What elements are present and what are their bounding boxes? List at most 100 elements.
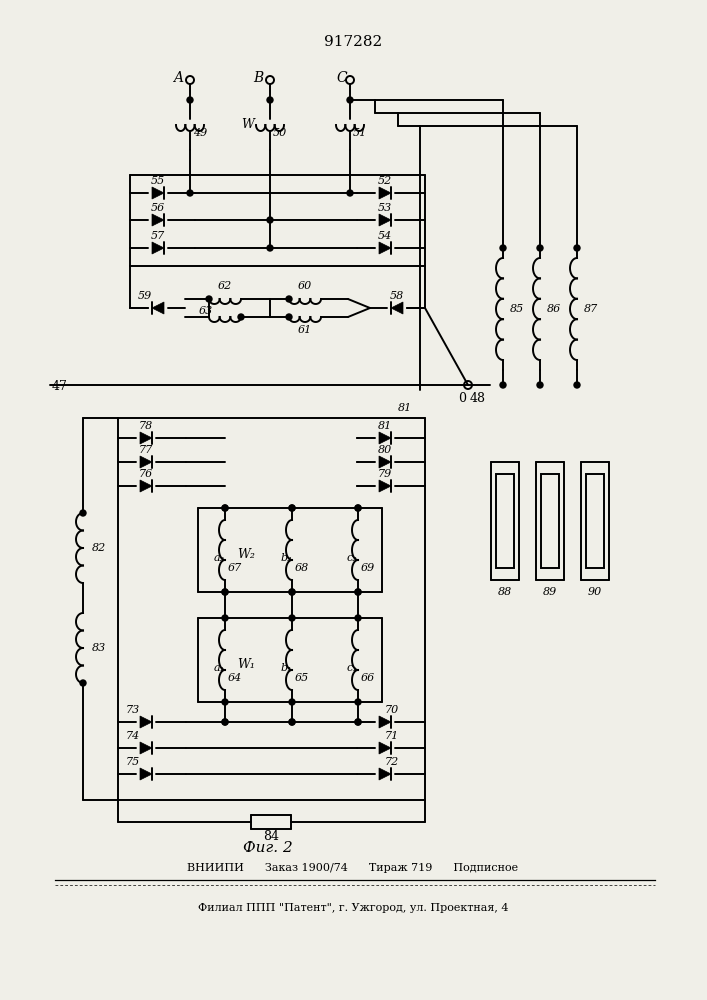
Text: 65: 65	[295, 673, 309, 683]
Text: 62: 62	[218, 281, 232, 291]
Polygon shape	[379, 768, 391, 780]
Text: 76: 76	[139, 469, 153, 479]
Circle shape	[222, 615, 228, 621]
Circle shape	[574, 245, 580, 251]
Polygon shape	[379, 242, 391, 254]
Text: 89: 89	[543, 587, 557, 597]
Text: 82: 82	[92, 543, 106, 553]
Text: 71: 71	[385, 731, 399, 741]
Text: c₁: c₁	[346, 663, 357, 673]
Text: W₂: W₂	[237, 548, 255, 562]
Text: Филиал ППП "Патент", г. Ужгород, ул. Проектная, 4: Филиал ППП "Патент", г. Ужгород, ул. Про…	[198, 903, 508, 913]
Text: 78: 78	[139, 421, 153, 431]
Text: 86: 86	[547, 304, 561, 314]
Circle shape	[238, 314, 244, 320]
Text: a₂: a₂	[214, 553, 225, 563]
Text: 57: 57	[151, 231, 165, 241]
Circle shape	[206, 296, 212, 302]
Text: 80: 80	[378, 445, 392, 455]
Circle shape	[289, 719, 295, 725]
Polygon shape	[586, 474, 604, 568]
Text: 64: 64	[228, 673, 242, 683]
Circle shape	[222, 719, 228, 725]
Text: C: C	[337, 71, 347, 85]
Text: 55: 55	[151, 176, 165, 186]
Circle shape	[222, 505, 228, 511]
Text: 53: 53	[378, 203, 392, 213]
Text: A: A	[173, 71, 183, 85]
Polygon shape	[496, 474, 514, 568]
Text: b₁: b₁	[280, 663, 292, 673]
Polygon shape	[152, 242, 164, 254]
Text: 58: 58	[390, 291, 404, 301]
Text: 51: 51	[353, 128, 367, 138]
Text: 60: 60	[298, 281, 312, 291]
Circle shape	[267, 97, 273, 103]
Text: 917282: 917282	[324, 35, 382, 49]
Text: 66: 66	[361, 673, 375, 683]
Circle shape	[187, 190, 193, 196]
Text: c₂: c₂	[346, 553, 357, 563]
Text: 52: 52	[378, 176, 392, 186]
Circle shape	[222, 699, 228, 705]
Polygon shape	[140, 456, 152, 468]
Circle shape	[222, 719, 228, 725]
Circle shape	[355, 719, 361, 725]
Text: 50: 50	[273, 128, 287, 138]
Text: 84: 84	[263, 830, 279, 844]
Circle shape	[537, 245, 543, 251]
Polygon shape	[379, 716, 391, 728]
Circle shape	[222, 589, 228, 595]
Circle shape	[355, 505, 361, 511]
Circle shape	[187, 97, 193, 103]
Text: 72: 72	[385, 757, 399, 767]
Circle shape	[537, 382, 543, 388]
Circle shape	[289, 719, 295, 725]
Polygon shape	[541, 474, 559, 568]
Polygon shape	[379, 432, 391, 444]
Circle shape	[289, 699, 295, 705]
Circle shape	[355, 699, 361, 705]
Text: ВНИИПИ      Заказ 1900/74      Тираж 719      Подписное: ВНИИПИ Заказ 1900/74 Тираж 719 Подписное	[187, 863, 518, 873]
Circle shape	[222, 589, 228, 595]
Circle shape	[289, 589, 295, 595]
Polygon shape	[152, 302, 164, 314]
Text: 48: 48	[470, 391, 486, 404]
Text: 74: 74	[126, 731, 140, 741]
Text: 87: 87	[584, 304, 598, 314]
Polygon shape	[140, 716, 152, 728]
Text: W₁: W₁	[237, 658, 255, 672]
Polygon shape	[379, 456, 391, 468]
Text: 77: 77	[139, 445, 153, 455]
Circle shape	[574, 382, 580, 388]
Circle shape	[289, 615, 295, 621]
Text: 59: 59	[138, 291, 152, 301]
Circle shape	[289, 505, 295, 511]
Text: 85: 85	[510, 304, 524, 314]
Text: 81: 81	[378, 421, 392, 431]
Circle shape	[289, 589, 295, 595]
Text: 73: 73	[126, 705, 140, 715]
Text: 88: 88	[498, 587, 512, 597]
Text: W: W	[242, 118, 255, 131]
Polygon shape	[379, 214, 391, 226]
Text: 69: 69	[361, 563, 375, 573]
Text: 54: 54	[378, 231, 392, 241]
Text: 79: 79	[378, 469, 392, 479]
Circle shape	[267, 217, 273, 223]
Circle shape	[355, 589, 361, 595]
Circle shape	[80, 510, 86, 516]
Polygon shape	[140, 480, 152, 492]
Circle shape	[222, 505, 228, 511]
Polygon shape	[140, 742, 152, 754]
Text: 67: 67	[228, 563, 242, 573]
Text: B: B	[253, 71, 263, 85]
Text: 47: 47	[52, 379, 68, 392]
Circle shape	[286, 314, 292, 320]
Polygon shape	[140, 432, 152, 444]
Circle shape	[267, 245, 273, 251]
Circle shape	[289, 505, 295, 511]
Polygon shape	[152, 214, 164, 226]
Text: 68: 68	[295, 563, 309, 573]
Circle shape	[500, 245, 506, 251]
